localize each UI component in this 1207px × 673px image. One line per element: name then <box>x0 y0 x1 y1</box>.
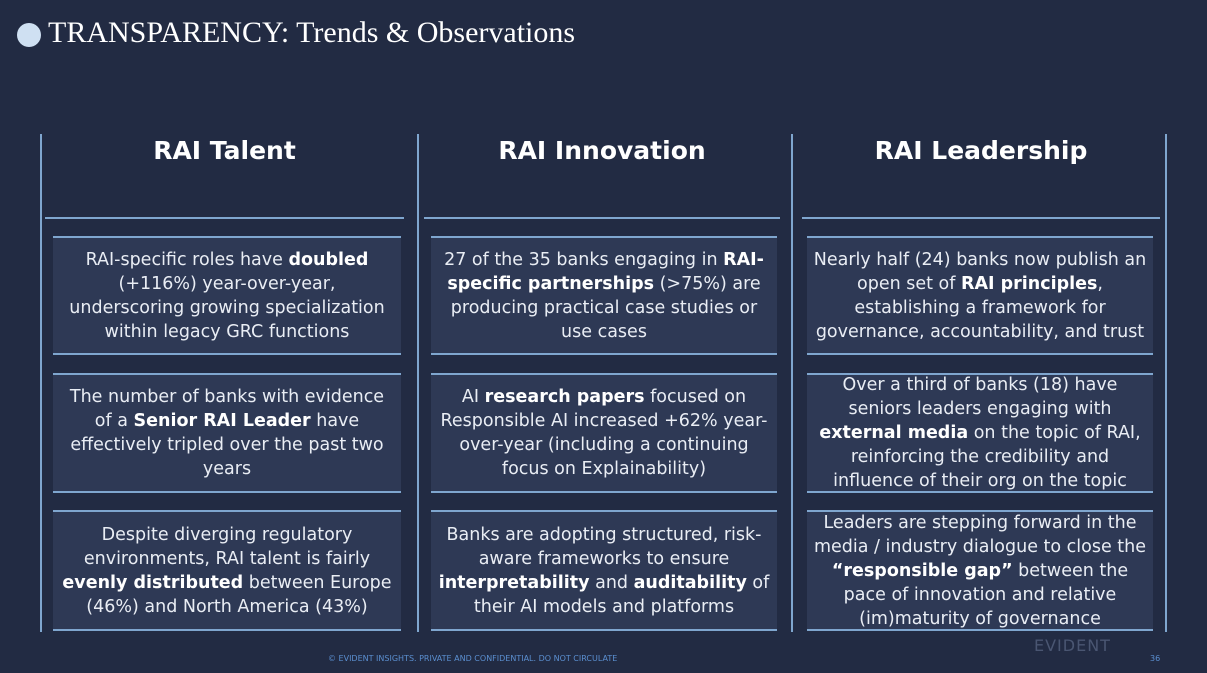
observation-card: Over a third of banks (18) have seniors … <box>807 373 1153 493</box>
heading-rule <box>424 217 780 219</box>
emphasis: “responsible gap” <box>831 560 1013 581</box>
column-divider <box>417 134 419 632</box>
column-divider <box>40 134 42 632</box>
column-heading: RAI Innovation <box>498 136 706 165</box>
text-run: focused on Responsible AI increased +62%… <box>440 387 768 479</box>
card-text: 27 of the 35 banks engaging in RAI-speci… <box>437 248 771 344</box>
text-run: Nearly half (24) banks now publish an op… <box>813 249 1147 294</box>
text-run: (+116%) year-over-year, underscoring gro… <box>69 273 385 342</box>
emphasis: research papers <box>484 387 645 407</box>
slide-title: TRANSPARENCY: Trends & Observations <box>48 16 576 49</box>
text-run: (>75%) are producing practical case stud… <box>450 273 761 342</box>
text-run: on the topic of RAI, reinforcing the cre… <box>833 423 1141 491</box>
text-run: of their AI models and platforms <box>473 572 770 617</box>
column-heading: RAI Talent <box>153 136 296 165</box>
text-run: 27 of the 35 banks engaging in <box>444 249 724 270</box>
observation-card: The number of banks with evidence of a S… <box>53 373 401 493</box>
text-run: between Europe (46%) and North America (… <box>86 572 392 617</box>
observation-card: RAI-specific roles have doubled (+116%) … <box>53 236 401 355</box>
emphasis: interpretability <box>438 572 590 593</box>
text-run: The number of banks with evidence of a <box>69 387 385 431</box>
title-icon <box>17 23 41 47</box>
text-run: between the pace of innovation and relat… <box>843 560 1129 629</box>
card-text: RAI-specific roles have doubled (+116%) … <box>59 248 395 344</box>
heading-rule <box>45 217 404 219</box>
text-run: have effectively tripled over the past t… <box>70 411 384 479</box>
emphasis: RAI principles <box>960 273 1098 294</box>
text-run: AI <box>461 387 485 407</box>
text-run: Banks are adopting structured, risk-awar… <box>446 524 762 569</box>
emphasis: RAI-specific partnerships <box>447 249 764 294</box>
text-run: Over a third of banks (18) have seniors … <box>842 375 1118 419</box>
observation-card: 27 of the 35 banks engaging in RAI-speci… <box>431 236 777 355</box>
observation-card: Nearly half (24) banks now publish an op… <box>807 236 1153 355</box>
emphasis: doubled <box>288 249 369 270</box>
text-run: and <box>589 572 634 593</box>
text-run: , establishing a framework for governanc… <box>815 273 1145 342</box>
column-divider <box>1165 134 1167 632</box>
observation-card: Banks are adopting structured, risk-awar… <box>431 510 777 631</box>
observation-card: Despite diverging regulatory environment… <box>53 510 401 631</box>
card-text: Nearly half (24) banks now publish an op… <box>813 248 1147 344</box>
card-text: Banks are adopting structured, risk-awar… <box>437 523 771 619</box>
card-text: AI research papers focused on Responsibl… <box>437 385 771 481</box>
footer-logo: EVIDENT <box>1034 636 1111 655</box>
column-divider <box>791 134 793 632</box>
footer-notice: © EVIDENT INSIGHTS. PRIVATE AND CONFIDEN… <box>328 654 618 663</box>
observation-card: AI research papers focused on Responsibl… <box>431 373 777 493</box>
text-run: Despite diverging regulatory environment… <box>83 524 371 569</box>
emphasis: Senior RAI Leader <box>133 411 311 431</box>
column-heading: RAI Leadership <box>874 136 1088 165</box>
emphasis: evenly distributed <box>62 572 244 593</box>
text-run: Leaders are stepping forward in the medi… <box>813 512 1147 557</box>
text-run: RAI-specific roles have <box>85 249 289 270</box>
page-number: 36 <box>1150 654 1161 663</box>
card-text: The number of banks with evidence of a S… <box>59 385 395 481</box>
emphasis: external media <box>819 423 969 443</box>
card-text: Over a third of banks (18) have seniors … <box>813 373 1147 493</box>
observation-card: Leaders are stepping forward in the medi… <box>807 510 1153 631</box>
card-text: Leaders are stepping forward in the medi… <box>813 511 1147 631</box>
heading-rule <box>802 217 1160 219</box>
emphasis: auditability <box>633 572 747 593</box>
card-text: Despite diverging regulatory environment… <box>59 523 395 619</box>
